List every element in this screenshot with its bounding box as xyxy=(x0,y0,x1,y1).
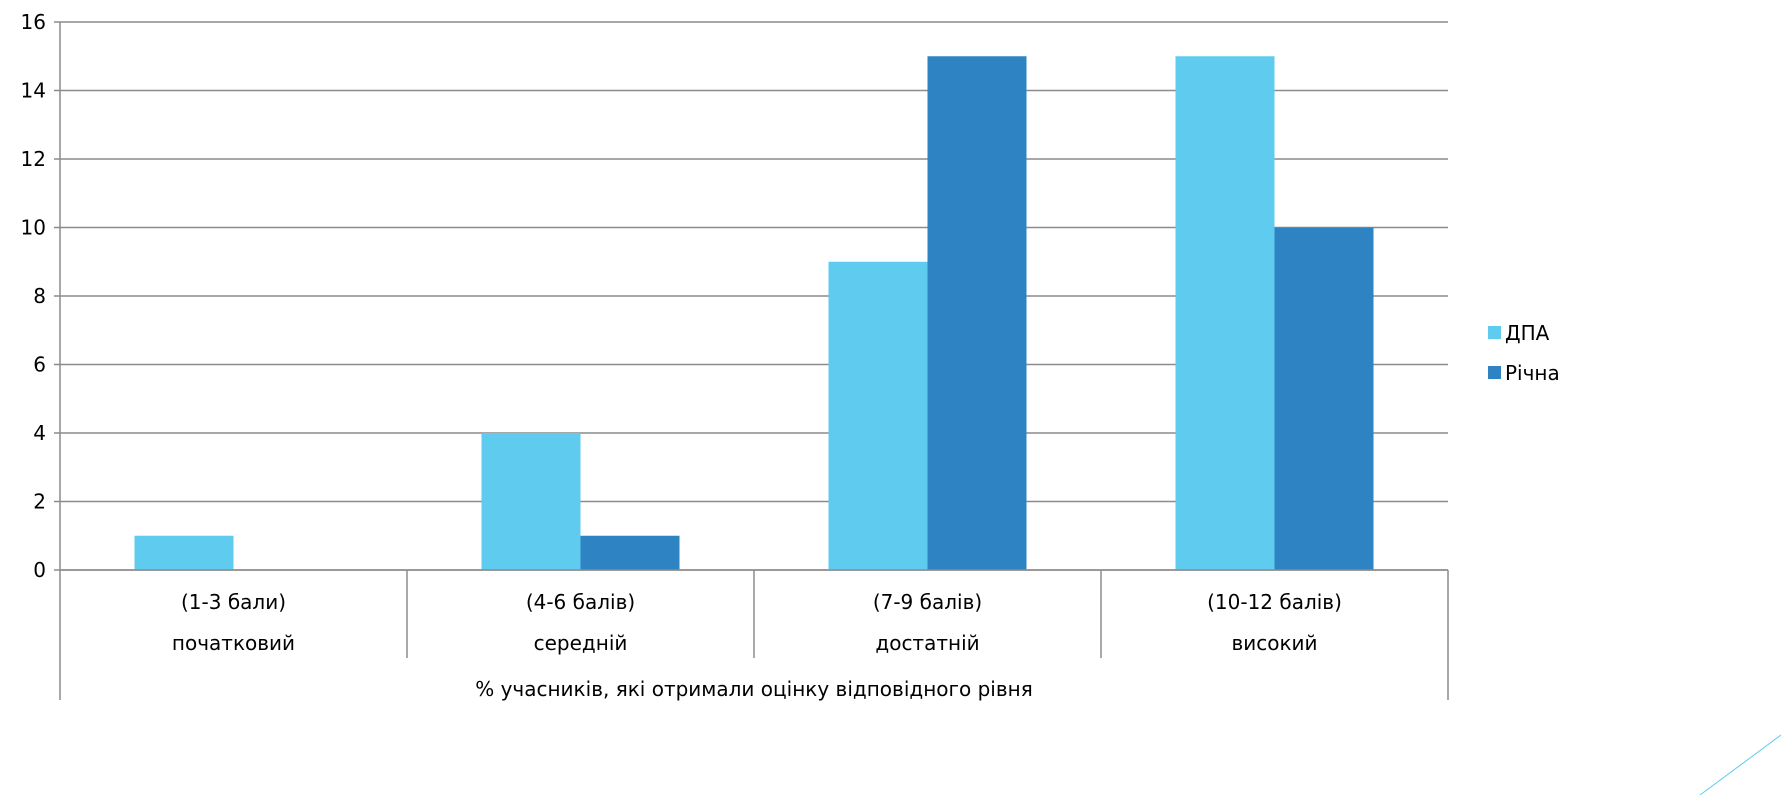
decorative-slide-line xyxy=(1699,734,1781,795)
category-level-label: високий xyxy=(1231,631,1317,655)
legend-label: ДПА xyxy=(1505,321,1550,345)
category-range-label: (10-12 балів) xyxy=(1207,590,1342,614)
bar xyxy=(828,261,928,570)
legend: ДПА Річна xyxy=(1488,321,1560,385)
bar xyxy=(1175,56,1275,570)
legend-swatch xyxy=(1488,326,1501,339)
bars xyxy=(134,56,1374,570)
y-tick-label: 12 xyxy=(21,147,46,171)
category-range-label: (1-3 бали) xyxy=(181,590,286,614)
category-level-label: початковий xyxy=(172,631,295,655)
bar xyxy=(1274,227,1374,570)
y-tick-label: 16 xyxy=(21,10,46,34)
y-tick-label: 8 xyxy=(33,284,46,308)
legend-label: Річна xyxy=(1505,361,1560,385)
bar xyxy=(927,56,1027,570)
axes xyxy=(59,22,1449,700)
grid-lines xyxy=(60,21,1448,571)
x-axis-title: % учасників, які отримали оцінку відпові… xyxy=(475,677,1033,701)
y-axis-ticks: 0 2 4 6 8 10 12 14 16 xyxy=(21,10,60,582)
category-labels: (1-3 бали) початковий (4-6 балів) середній (… xyxy=(172,590,1342,655)
legend-swatch xyxy=(1488,366,1501,379)
y-tick-label: 4 xyxy=(33,421,46,445)
bar xyxy=(580,535,680,570)
bar xyxy=(134,535,234,570)
y-tick-label: 10 xyxy=(21,216,46,240)
y-tick-label: 14 xyxy=(21,79,46,103)
category-range-label: (7-9 балів) xyxy=(873,590,982,614)
y-tick-label: 2 xyxy=(33,490,46,514)
category-level-label: достатній xyxy=(875,631,979,655)
category-level-label: середній xyxy=(534,631,628,655)
y-tick-label: 6 xyxy=(33,353,46,377)
category-range-label: (4-6 балів) xyxy=(526,590,635,614)
bar xyxy=(481,433,581,570)
y-tick-label: 0 xyxy=(33,558,46,582)
